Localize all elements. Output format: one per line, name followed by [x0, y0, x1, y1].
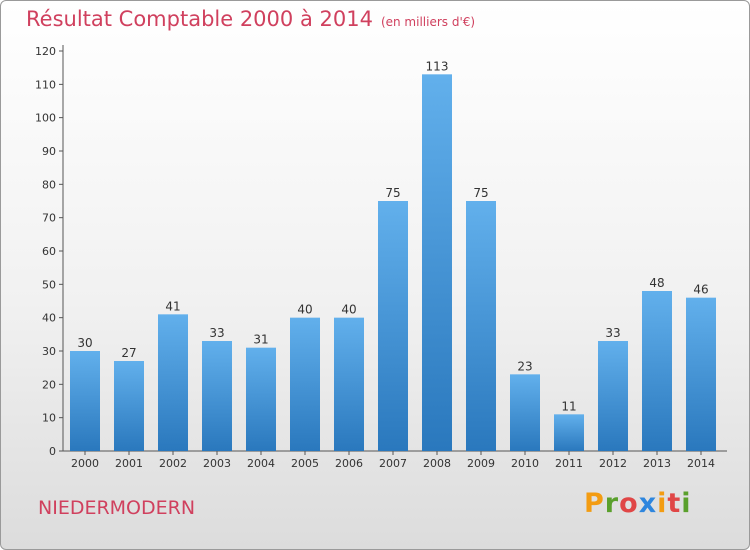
value-label-2007: 75	[385, 186, 400, 200]
value-label-2005: 40	[297, 303, 312, 317]
x-tick-label-2012: 2012	[599, 457, 627, 470]
title-text: Résultat Comptable 2000 à 2014	[26, 7, 373, 31]
bar-2013	[642, 291, 672, 451]
logo-letter: o	[619, 488, 639, 519]
value-label-2013: 48	[649, 276, 664, 290]
x-tick-label-2008: 2008	[423, 457, 451, 470]
y-tick-label: 10	[42, 412, 56, 425]
x-tick-label-2010: 2010	[511, 457, 539, 470]
bar-2003	[202, 341, 232, 451]
x-tick-label-2003: 2003	[203, 457, 231, 470]
value-label-2004: 31	[253, 333, 268, 347]
y-tick-label: 30	[42, 345, 56, 358]
bar-2009	[466, 201, 496, 451]
bar-2008	[422, 74, 452, 451]
value-label-2012: 33	[605, 326, 620, 340]
bar-2010	[510, 374, 540, 451]
y-tick-label: 0	[49, 445, 56, 458]
value-label-2003: 33	[209, 326, 224, 340]
value-label-2008: 113	[426, 59, 449, 73]
bar-2004	[246, 347, 276, 451]
bar-2012	[598, 341, 628, 451]
bar-2000	[70, 351, 100, 451]
y-tick-label: 70	[42, 212, 56, 225]
bar-2005	[290, 317, 320, 451]
bar-2014	[686, 297, 716, 451]
x-tick-label-2007: 2007	[379, 457, 407, 470]
value-label-2006: 40	[341, 303, 356, 317]
value-label-2002: 41	[165, 299, 180, 313]
y-tick-label: 110	[35, 78, 56, 91]
x-tick-label-2000: 2000	[71, 457, 99, 470]
logo-letter: P	[584, 488, 605, 519]
y-tick-label: 20	[42, 378, 56, 391]
x-tick-label-2009: 2009	[467, 457, 495, 470]
x-tick-label-2011: 2011	[555, 457, 583, 470]
bar-2002	[158, 314, 188, 451]
y-tick-label: 100	[35, 112, 56, 125]
bar-2006	[334, 317, 364, 451]
x-tick-label-2014: 2014	[687, 457, 715, 470]
y-tick-label: 120	[35, 45, 56, 58]
title-unit: (en milliers d'€)	[380, 15, 476, 29]
y-tick-label: 90	[42, 145, 56, 158]
chart-title: Résultat Comptable 2000 à 2014 (en millie…	[26, 7, 475, 31]
y-tick-label: 40	[42, 312, 56, 325]
x-tick-label-2006: 2006	[335, 457, 363, 470]
y-tick-label: 60	[42, 245, 56, 258]
proxiti-logo: Proxiti	[584, 488, 692, 519]
y-tick-label: 80	[42, 178, 56, 191]
x-tick-label-2002: 2002	[159, 457, 187, 470]
value-label-2000: 30	[77, 336, 92, 350]
commune-name: NIEDERMODERN	[38, 497, 196, 519]
x-tick-label-2005: 2005	[291, 457, 319, 470]
logo-letter: x	[638, 488, 658, 519]
x-tick-label-2001: 2001	[115, 457, 143, 470]
bar-2007	[378, 201, 408, 451]
value-label-2001: 27	[121, 346, 136, 360]
value-label-2014: 46	[693, 283, 708, 297]
logo-letter: i	[681, 488, 692, 519]
value-label-2010: 23	[517, 359, 532, 373]
logo-letter: t	[667, 488, 682, 519]
bar-2001	[114, 361, 144, 451]
value-label-2009: 75	[473, 186, 488, 200]
x-tick-label-2013: 2013	[643, 457, 671, 470]
value-label-2011: 11	[561, 399, 576, 413]
logo-letter: i	[657, 488, 668, 519]
y-tick-label: 50	[42, 278, 56, 291]
x-tick-label-2004: 2004	[247, 457, 275, 470]
logo-letter: r	[604, 488, 620, 519]
bar-2011	[554, 414, 584, 451]
